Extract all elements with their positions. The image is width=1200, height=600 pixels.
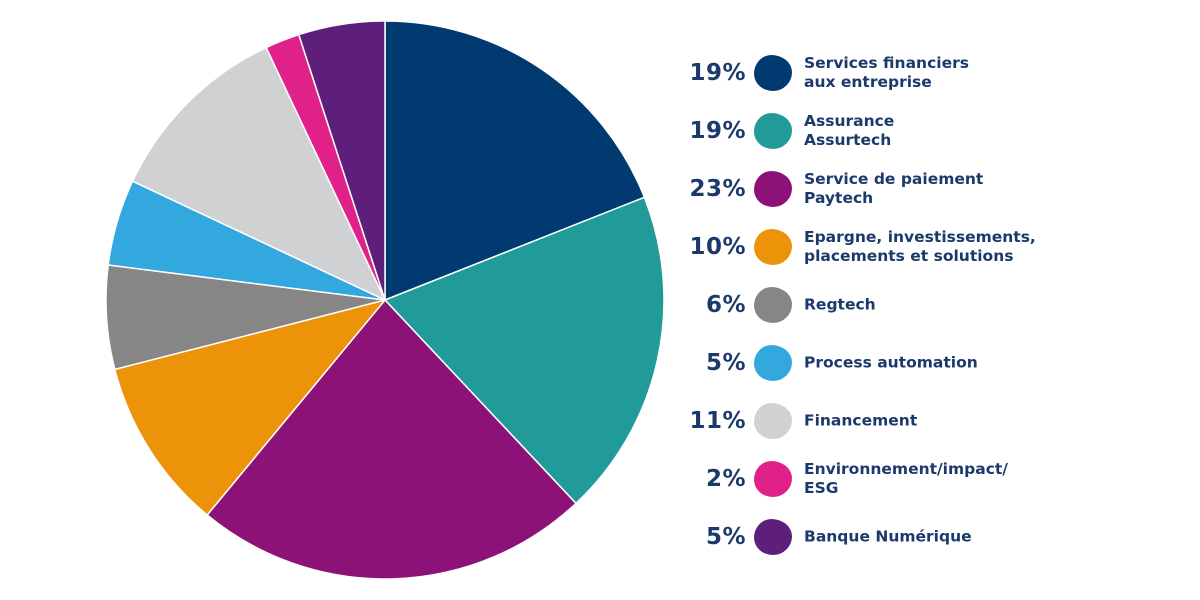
legend-swatch bbox=[754, 55, 792, 91]
legend-item: 2% Environnement/impact/ ESG bbox=[680, 450, 1180, 508]
legend-label: Regtech bbox=[804, 295, 876, 314]
legend-swatch bbox=[754, 171, 792, 207]
pie-slice-8 bbox=[298, 20, 386, 301]
pie-chart bbox=[105, 20, 665, 580]
legend-percentage: 2% bbox=[705, 466, 746, 492]
pie-slice-0 bbox=[384, 20, 646, 301]
legend-label: Environnement/impact/ ESG bbox=[804, 460, 1008, 497]
legend-swatch bbox=[754, 287, 792, 323]
legend-item: 5% Banque Numérique bbox=[680, 508, 1180, 566]
legend-percentage: 23% bbox=[689, 176, 746, 202]
legend-swatch bbox=[754, 345, 792, 381]
legend-item: 23% Service de paiement Paytech bbox=[680, 160, 1180, 218]
pie-slice-2 bbox=[206, 299, 577, 580]
legend-percentage: 6% bbox=[705, 292, 746, 318]
legend-swatch bbox=[754, 229, 792, 265]
legend-item: 10% Epargne, investissements, placements … bbox=[680, 218, 1180, 276]
legend-label: Epargne, investissements, placements et … bbox=[804, 228, 1036, 265]
legend-percentage: 5% bbox=[705, 524, 746, 550]
legend-item: 11% Financement bbox=[680, 392, 1180, 450]
legend-swatch bbox=[754, 519, 792, 555]
legend-item: 6% Regtech bbox=[680, 276, 1180, 334]
legend-swatch bbox=[754, 461, 792, 497]
legend-percentage: 19% bbox=[689, 118, 746, 144]
legend-percentage: 5% bbox=[705, 350, 746, 376]
legend: 19% Services financiers aux entreprise 19%… bbox=[680, 44, 1180, 566]
legend-percentage: 19% bbox=[689, 60, 746, 86]
legend-item: 19% Services financiers aux entreprise bbox=[680, 44, 1180, 102]
legend-percentage: 10% bbox=[689, 234, 746, 260]
legend-percentage: 11% bbox=[689, 408, 746, 434]
legend-label: Financement bbox=[804, 411, 918, 430]
legend-item: 19% Assurance Assurtech bbox=[680, 102, 1180, 160]
pie-slice-3 bbox=[114, 299, 386, 516]
legend-item: 5% Process automation bbox=[680, 334, 1180, 392]
legend-label: Services financiers aux entreprise bbox=[804, 54, 969, 91]
legend-label: Banque Numérique bbox=[804, 527, 972, 546]
legend-swatch bbox=[754, 113, 792, 149]
pie-slice-6 bbox=[131, 46, 386, 301]
legend-swatch bbox=[754, 403, 792, 439]
legend-label: Assurance Assurtech bbox=[804, 112, 895, 149]
pie-slice-1 bbox=[384, 196, 665, 505]
legend-label: Process automation bbox=[804, 353, 978, 372]
legend-label: Service de paiement Paytech bbox=[804, 170, 984, 207]
